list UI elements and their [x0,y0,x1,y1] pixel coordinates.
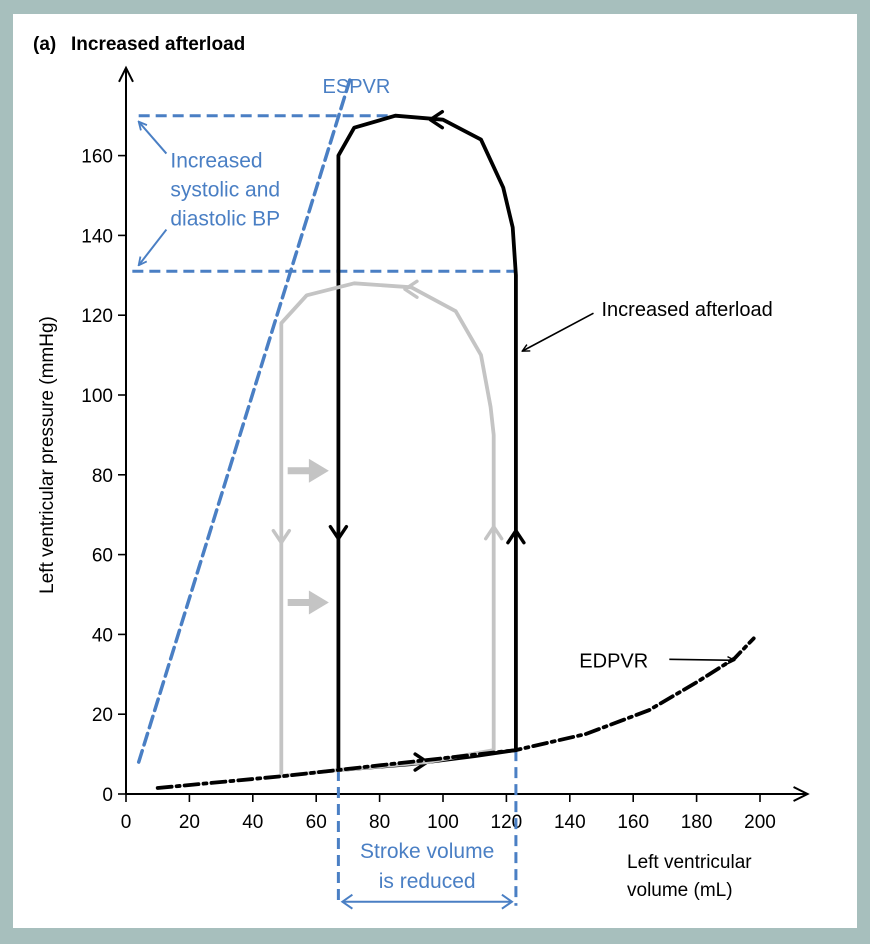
flow-arrowhead [403,279,419,299]
y-tick-label: 0 [102,785,113,806]
shift-arrow-head [308,458,329,483]
increased-afterload-pointer [522,312,594,351]
espvr-line [136,74,353,764]
edpvr-curve [155,636,756,790]
espvr-label: ESPVR [323,76,391,98]
stroke-volume-arrow-left [340,893,353,910]
x-axis-label-line1: Left ventricular [627,852,752,873]
bp-annotation-line: diastolic BP [170,208,280,231]
figure-panel: (a) Increased afterload 0 20 40 60 80 100 120 1… [13,14,857,928]
y-tick-label: 40 [92,625,113,646]
x-tick-label: 160 [617,812,649,833]
edpvr-pointer [669,659,734,660]
x-tick-label: 200 [744,812,776,833]
increased-afterload-label: Increased afterload [602,299,773,321]
x-tick-label: 40 [242,812,263,833]
stroke-volume-label-line: is reduced [379,870,476,893]
increased-afterload-loop [336,113,518,772]
x-tick-label: 80 [369,812,390,833]
stroke-volume-arrow-right [501,893,514,910]
bp-pointer-lower [139,228,168,266]
reference-lines [132,114,518,906]
flow-arrowhead [271,528,292,545]
y-tick-label: 100 [81,386,113,407]
x-tick-label: 60 [306,812,327,833]
pv-loop-chart: (a) Increased afterload 0 20 40 60 80 100 120 1… [33,34,810,910]
x-tick-label: 120 [491,812,523,833]
y-axis-arrowhead [118,65,134,83]
y-tick-label: 160 [81,147,113,168]
edpvr-label: EDPVR [579,650,648,672]
flow-arrowhead [428,109,445,130]
y-tick-label: 140 [81,226,113,247]
x-tick-label: 20 [179,812,200,833]
bp-pointer-upper [139,122,168,155]
y-tick-label: 80 [92,466,113,487]
x-tick-label: 0 [121,812,132,833]
x-tick-label: 100 [427,812,459,833]
bp-annotation-line: Increased [170,150,262,173]
annotation-layer: Increased afterload EDPVR ESPVR Increased sy… [139,76,773,910]
x-axis-label-line2: volume (mL) [627,880,733,901]
bp-annotation-line: systolic and [170,179,280,202]
shift-arrow-head [308,590,329,615]
panel-label: (a) [33,34,56,55]
series-layer [136,74,756,790]
x-tick-label: 180 [681,812,713,833]
flow-arrowhead [328,524,349,541]
y-tick-label: 60 [92,546,113,567]
flow-arrowhead [506,528,526,545]
baseline-loop [279,281,496,778]
x-axis-arrowhead [793,786,810,802]
axes-layer: 0 20 40 60 80 100 120 140 160 180 200 0 20 40 60 80 100 1… [81,65,810,833]
chart-title: Increased afterload [71,34,245,55]
flow-arrowhead [484,524,504,541]
x-tick-label: 140 [554,812,586,833]
y-tick-label: 20 [92,705,113,726]
y-axis-label: Left ventricular pressure (mmHg) [37,316,58,594]
stroke-volume-label-line: Stroke volume [360,840,494,863]
y-tick-label: 120 [81,306,113,327]
